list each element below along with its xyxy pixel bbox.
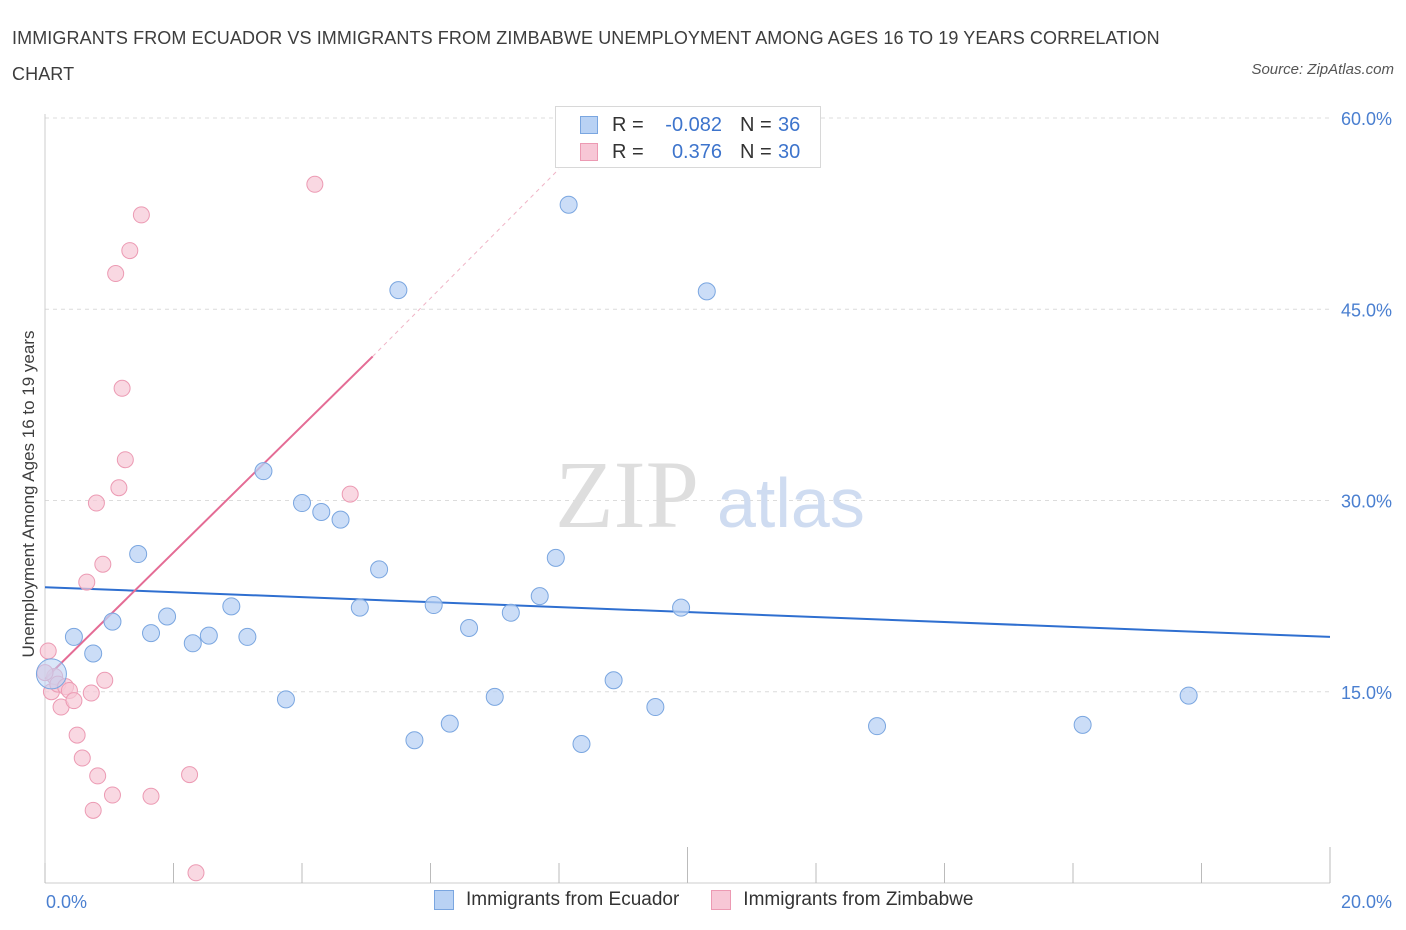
zimbabwe-point (107, 265, 125, 283)
ecuador-point (183, 634, 202, 653)
ecuador-point (84, 644, 103, 663)
ecuador-swatch (580, 116, 598, 134)
n-label: N = (740, 140, 772, 163)
zimbabwe-point (73, 749, 91, 767)
ecuador-point (312, 502, 331, 521)
legend-row-zimbabwe: R = 0.376 N = 30 (580, 140, 800, 164)
y-axis-label: Unemployment Among Ages 16 to 19 years (19, 331, 38, 658)
zimbabwe-point (82, 684, 100, 702)
y-tick-label: 45.0% (1341, 300, 1392, 320)
watermark-atlas: atlas (717, 464, 865, 542)
zimbabwe-point (65, 692, 83, 710)
zimbabwe-trend-extension (372, 168, 560, 357)
ecuador-point (370, 560, 389, 579)
zimbabwe-point (68, 726, 86, 744)
zimbabwe-swatch (580, 143, 598, 161)
y-tick-label: 30.0% (1341, 492, 1392, 512)
ecuador-point (1073, 715, 1092, 734)
y-tick-label: 60.0% (1341, 109, 1392, 129)
r-label: R = (612, 140, 644, 163)
ecuador-point (559, 195, 578, 214)
n-label: N = (740, 113, 772, 136)
x-tick-label: 20.0% (1341, 892, 1392, 912)
zimbabwe-point (103, 786, 121, 804)
ecuador-point (389, 281, 408, 300)
zimbabwe-point (116, 451, 134, 469)
y-tick-label: 15.0% (1341, 683, 1392, 703)
legend-label: Immigrants from Ecuador (466, 889, 680, 910)
watermark-zip: ZIP (555, 441, 699, 548)
ecuador-point (254, 462, 273, 481)
x-tick-label: 0.0% (46, 892, 87, 912)
axes (44, 114, 1331, 884)
r-value: 0.376 (671, 140, 722, 163)
zimbabwe-swatch (711, 890, 732, 910)
zimbabwe-point (181, 766, 199, 784)
ecuador-point (1179, 686, 1198, 705)
ecuador-point (276, 690, 295, 709)
ecuador-point (199, 626, 218, 645)
zimbabwe-point (187, 864, 205, 882)
series-legend: Immigrants from Ecuador Immigrants from … (434, 889, 1005, 911)
ecuador-point (530, 587, 549, 606)
ecuador-point (672, 598, 691, 617)
data-points (35, 175, 1198, 882)
ecuador-point (222, 597, 241, 616)
zimbabwe-point (87, 494, 105, 512)
zimbabwe-point (78, 573, 96, 591)
r-value: -0.082 (665, 113, 722, 136)
ecuador-point (142, 624, 161, 643)
zimbabwe-point (96, 671, 114, 689)
legend-item-zimbabwe[interactable]: Immigrants from Zimbabwe (711, 889, 973, 911)
ecuador-swatch (434, 890, 454, 910)
chart-title: IMMIGRANTS FROM ECUADOR VS IMMIGRANTS FR… (12, 28, 1160, 84)
legend-item-ecuador[interactable]: Immigrants from Ecuador (434, 889, 679, 911)
zimbabwe-trend-line (44, 355, 374, 680)
source-label: Source: ZipAtlas.com (1251, 61, 1394, 78)
zimbabwe-point (113, 379, 131, 397)
zimbabwe-point (94, 555, 112, 573)
zimbabwe-point (132, 206, 150, 224)
ecuador-point (405, 731, 424, 750)
ecuador-point (238, 627, 257, 646)
ecuador-point (460, 619, 479, 637)
ecuador-point (868, 717, 887, 736)
ecuador-point (485, 687, 504, 706)
ecuador-point (158, 607, 177, 626)
ecuador-point (293, 494, 311, 513)
legend-label: Immigrants from Zimbabwe (743, 889, 974, 910)
zimbabwe-point (142, 787, 160, 805)
ecuador-point (129, 545, 148, 564)
zimbabwe-point (121, 242, 139, 260)
zimbabwe-point (306, 175, 324, 193)
axis-labels: 15.0% 30.0% 45.0% 60.0% 0.0% 20.0% (46, 109, 1392, 912)
zimbabwe-point (39, 642, 57, 660)
r-label: R = (612, 113, 644, 136)
zimbabwe-point (89, 767, 107, 785)
correlation-legend: R = -0.082 N = 36 R = 0.376 N = 30 (555, 106, 821, 168)
ecuador-point (440, 714, 459, 733)
zimbabwe-point (110, 479, 128, 497)
n-value: 36 (778, 113, 801, 136)
ecuador-point (424, 596, 443, 615)
ecuador-point (501, 603, 520, 622)
ecuador-point (646, 698, 665, 717)
ecuador-point (546, 548, 565, 567)
ecuador-point (350, 598, 369, 617)
legend-row-ecuador: R = -0.082 N = 36 (580, 113, 800, 137)
zimbabwe-point (341, 485, 359, 503)
ecuador-point (35, 658, 67, 690)
ecuador-point (697, 282, 716, 301)
ecuador-point (572, 735, 591, 754)
ecuador-point (64, 627, 83, 646)
ecuador-point (103, 612, 122, 631)
zimbabwe-point (84, 801, 102, 819)
ecuador-point (331, 510, 350, 529)
n-value: 30 (778, 140, 801, 163)
ecuador-point (604, 671, 623, 690)
